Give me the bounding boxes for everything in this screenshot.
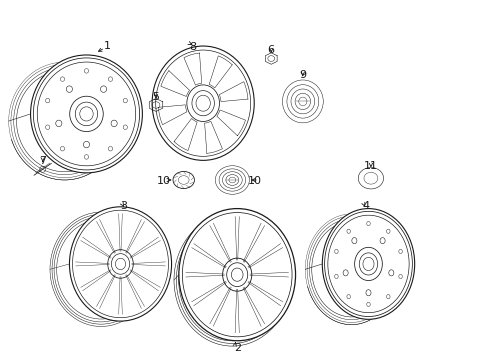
- Text: 8: 8: [188, 42, 196, 52]
- Text: 7: 7: [39, 156, 46, 166]
- Text: 5: 5: [152, 92, 159, 102]
- Ellipse shape: [69, 207, 171, 321]
- Text: 9: 9: [299, 70, 306, 80]
- Ellipse shape: [222, 258, 251, 291]
- Ellipse shape: [107, 249, 133, 278]
- Text: 10: 10: [157, 176, 171, 186]
- Text: 1: 1: [103, 41, 111, 51]
- Text: 11: 11: [363, 161, 377, 171]
- Text: 2: 2: [233, 343, 240, 353]
- Text: 6: 6: [267, 45, 274, 55]
- Ellipse shape: [186, 85, 219, 121]
- Ellipse shape: [322, 208, 414, 319]
- Text: 3: 3: [120, 201, 127, 211]
- Text: 10: 10: [248, 176, 262, 186]
- Ellipse shape: [179, 208, 295, 341]
- Text: 4: 4: [362, 201, 369, 211]
- Ellipse shape: [30, 55, 142, 173]
